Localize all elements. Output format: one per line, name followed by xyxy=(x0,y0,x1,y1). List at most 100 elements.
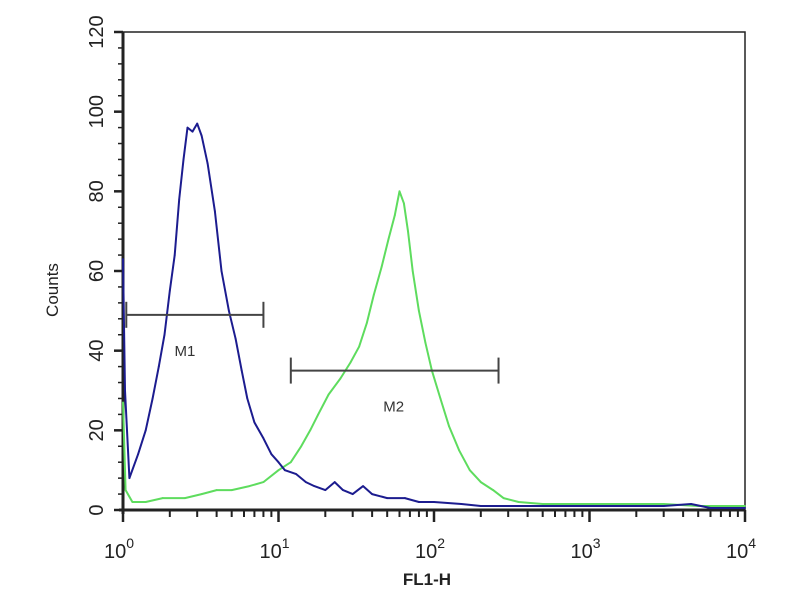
histogram-point xyxy=(324,489,327,491)
histogram-point xyxy=(507,505,510,507)
x-tick-label: 101 xyxy=(259,535,289,563)
histogram-point xyxy=(178,198,181,201)
y-axis-title: Counts xyxy=(43,263,62,317)
histogram-point xyxy=(214,210,216,213)
histogram-point xyxy=(411,270,414,272)
histogram-point xyxy=(317,413,320,416)
histogram-point xyxy=(744,507,746,509)
histogram-point xyxy=(220,270,223,272)
histogram-point xyxy=(277,469,280,472)
histogram-point xyxy=(393,214,396,217)
histogram-point xyxy=(386,497,389,499)
histogram-point xyxy=(313,485,316,487)
histogram-point xyxy=(349,361,352,364)
histogram-point xyxy=(439,397,442,400)
histogram-point xyxy=(173,254,176,256)
histogram-point xyxy=(186,126,189,129)
histogram-point xyxy=(418,501,420,503)
histogram-point xyxy=(492,489,495,491)
histogram-point xyxy=(131,501,134,503)
y-tick-label: 100 xyxy=(86,95,108,128)
histogram-point xyxy=(246,397,249,400)
histogram-point xyxy=(541,505,544,507)
histogram-point xyxy=(690,503,692,505)
histogram-point xyxy=(163,333,166,336)
y-tick-label: 40 xyxy=(86,340,108,362)
histogram-series-2 xyxy=(122,190,745,507)
histogram-point xyxy=(168,290,171,292)
x-tick-label: 104 xyxy=(726,535,756,563)
histogram-point xyxy=(339,377,342,380)
histogram-point xyxy=(371,493,374,495)
histogram-point xyxy=(289,461,292,464)
x-tick-label: 103 xyxy=(570,535,600,563)
x-tick-label: 102 xyxy=(415,535,445,563)
histogram-point xyxy=(262,481,265,484)
histogram-point xyxy=(157,365,160,368)
histogram-point xyxy=(433,501,435,503)
histogram-point xyxy=(151,397,154,400)
histogram-point xyxy=(744,505,746,507)
histogram-point xyxy=(128,477,131,480)
histogram-point xyxy=(122,401,124,404)
histogram-point xyxy=(588,503,591,505)
histogram-point xyxy=(424,341,427,344)
histogram-point xyxy=(448,425,450,428)
histogram-point xyxy=(206,162,209,165)
histogram-point xyxy=(588,505,591,507)
histogram-point xyxy=(144,429,147,432)
histogram-point xyxy=(479,481,482,484)
histogram-point xyxy=(124,389,126,392)
histogram-point xyxy=(402,202,405,205)
histogram-point xyxy=(122,258,124,260)
histogram-point xyxy=(387,238,390,241)
y-tick-label: 20 xyxy=(86,419,108,441)
histogram-point xyxy=(460,503,463,505)
histogram-point xyxy=(191,130,194,133)
histogram-point xyxy=(479,505,482,507)
histogram-point xyxy=(398,190,401,193)
histogram-point xyxy=(137,453,139,456)
histogram-point xyxy=(248,485,251,487)
plot-area: 0 20 40 60 80 100 120 100 101 102 103 104 M1 M2 xyxy=(86,15,756,563)
histogram-point xyxy=(635,503,638,505)
histogram-point xyxy=(342,489,344,491)
x-axis-title: FL1-H xyxy=(403,570,451,589)
histogram-point xyxy=(277,461,280,464)
histogram-point xyxy=(200,134,203,137)
histogram-point xyxy=(709,507,712,509)
plot-frame xyxy=(122,31,746,511)
histogram-point xyxy=(295,473,298,476)
histogram-point xyxy=(270,453,273,456)
histogram-point xyxy=(240,369,243,372)
histogram-point xyxy=(468,469,471,472)
histogram-point xyxy=(196,122,199,125)
histogram-point xyxy=(284,469,286,472)
histogram-point xyxy=(635,505,638,507)
histogram-point xyxy=(262,437,265,440)
histogram-point xyxy=(662,505,665,507)
histogram-point xyxy=(365,321,368,324)
histogram-point xyxy=(327,393,330,396)
histogram-point xyxy=(300,445,303,448)
histogram-point xyxy=(407,230,409,233)
histogram-point xyxy=(418,309,420,312)
histogram-point xyxy=(183,497,186,499)
histogram-point xyxy=(351,493,354,495)
histogram-point xyxy=(309,429,312,432)
histogram-point xyxy=(372,294,375,296)
gate-label: M1 xyxy=(174,343,195,360)
histogram-point xyxy=(304,481,307,484)
histogram-point xyxy=(228,309,230,312)
histogram-point xyxy=(502,497,505,499)
histogram-point xyxy=(662,503,665,505)
histogram-point xyxy=(333,481,336,484)
y-tick-label: 60 xyxy=(86,260,108,282)
histogram-point xyxy=(144,501,147,503)
histogram-point xyxy=(182,158,185,161)
histogram-point xyxy=(458,449,460,452)
histogram-point xyxy=(200,493,203,495)
histogram-point xyxy=(541,503,544,505)
histogram-point xyxy=(358,345,361,348)
